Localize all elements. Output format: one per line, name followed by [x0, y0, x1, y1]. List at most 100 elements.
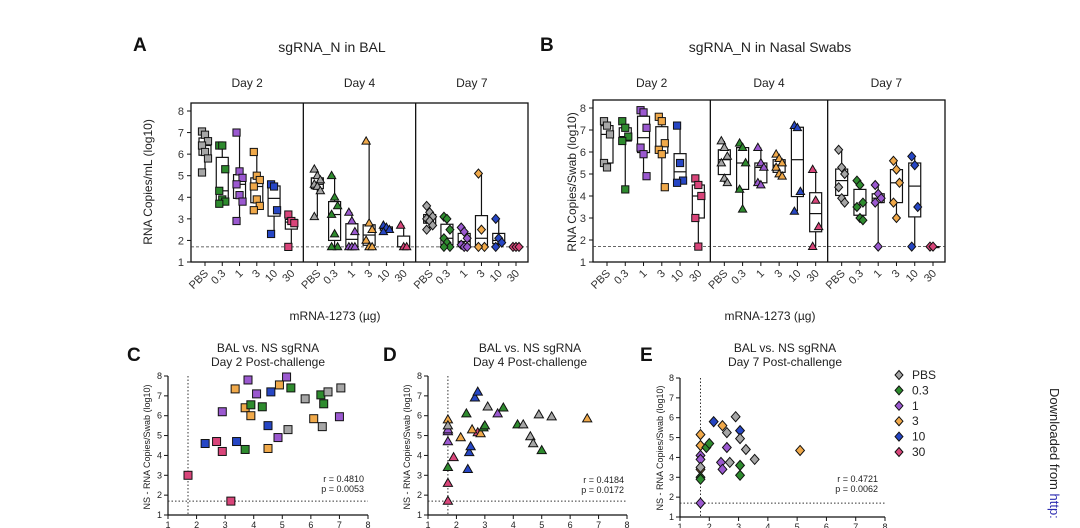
x-tick-label: 6 — [308, 520, 313, 528]
x-tick-label: 0.3 — [612, 268, 631, 287]
data-point — [240, 444, 250, 454]
panel-e-subtitle: Day 7 Post-challenge — [728, 355, 842, 369]
data-point — [329, 191, 340, 201]
data-point — [888, 155, 899, 167]
data-point — [795, 186, 806, 195]
day-label: Day 2 — [636, 76, 668, 90]
data-point — [439, 241, 449, 253]
data-point — [777, 170, 788, 180]
data-point — [442, 435, 454, 446]
data-point — [442, 419, 454, 430]
data-point — [497, 237, 507, 248]
x-tick-label: 30 — [805, 268, 822, 285]
data-point — [717, 463, 728, 476]
y-tick-label: 4 — [417, 450, 422, 460]
data-point — [675, 158, 685, 168]
data-point — [621, 123, 630, 132]
x-tick-label: 5 — [795, 522, 800, 528]
data-point — [734, 459, 746, 472]
panel-b-xlabel: mRNA-1273 (µg) — [725, 309, 816, 323]
y-tick-label: 7 — [417, 391, 422, 401]
box — [691, 184, 705, 219]
data-point — [463, 446, 475, 457]
data-point — [361, 235, 372, 244]
panel-c-title: BAL vs. NS sgRNA — [217, 341, 319, 355]
data-point — [928, 241, 938, 252]
day-label: Day 7 — [456, 76, 488, 90]
data-point — [442, 495, 454, 505]
x-tick-label: 1 — [754, 268, 767, 281]
data-point — [364, 217, 375, 227]
data-point — [482, 400, 494, 411]
panel-d-plot: 1 2 3 4 5 6 7 8 1 2 3 4 5 6 7 8 — [417, 371, 630, 528]
data-point — [834, 144, 844, 156]
data-point — [837, 162, 847, 173]
y-tick-label: 2 — [417, 490, 422, 500]
x-tick-label: 1 — [872, 268, 885, 281]
panel-letter-b: B — [540, 35, 554, 56]
data-point — [334, 412, 344, 422]
y-tick-label: 6 — [580, 147, 586, 159]
y-tick-label: 5 — [178, 171, 184, 183]
data-point — [263, 443, 273, 453]
data-point — [473, 241, 484, 253]
y-tick-label: 1 — [178, 257, 184, 269]
panel-d-p: p = 0.0172 — [581, 485, 624, 495]
data-point — [834, 181, 844, 193]
data-point — [497, 401, 509, 412]
data-point — [332, 200, 343, 210]
y-tick-label: 5 — [157, 431, 162, 441]
data-point — [691, 213, 700, 223]
data-point — [907, 241, 917, 252]
y-tick-label: 5 — [580, 169, 586, 181]
data-point — [266, 229, 276, 239]
data-point — [473, 168, 484, 179]
data-point — [460, 407, 472, 418]
data-point — [704, 437, 715, 450]
data-point — [672, 178, 682, 187]
y-tick-label: 6 — [157, 411, 162, 421]
y-tick-label: 1 — [417, 510, 422, 520]
data-point — [349, 241, 360, 251]
y-tick-label: 6 — [178, 149, 184, 161]
data-point — [855, 179, 865, 191]
data-point — [618, 136, 627, 146]
data-point — [810, 195, 821, 204]
downloaded-link[interactable]: http: — [1047, 494, 1062, 519]
panel-e-plot: 1 2 3 4 5 6 7 8 1 2 3 4 5 6 7 8 — [669, 373, 888, 528]
legend-marker — [894, 431, 904, 442]
data-point — [807, 241, 818, 250]
day-label: Day 4 — [753, 76, 785, 90]
y-tick-label: 8 — [417, 371, 422, 381]
x-tick-label: 6 — [568, 520, 573, 528]
data-point — [197, 168, 207, 177]
x-tick-label: 3 — [736, 522, 741, 528]
data-point — [527, 437, 539, 448]
data-point — [491, 213, 501, 225]
data-point — [232, 128, 241, 137]
panel-c-r: r = 0.4810 — [323, 474, 364, 484]
y-tick-label: 1 — [580, 257, 586, 269]
x-tick-label: 30 — [393, 268, 410, 285]
day-label: Day 2 — [231, 76, 263, 90]
x-tick-label: 10 — [786, 268, 803, 285]
y-tick-label: 6 — [417, 411, 422, 421]
x-tick-label: 5 — [280, 520, 285, 528]
panel-c-subtitle: Day 2 Post-challenge — [211, 355, 325, 369]
y-tick-label: 5 — [669, 433, 674, 443]
panel-d-ylabel: NS - RNA Copies/Swab (log10) — [402, 384, 412, 509]
data-point — [442, 461, 454, 472]
data-point — [840, 168, 850, 180]
data-point — [716, 157, 727, 167]
plot-frame — [190, 102, 529, 263]
data-point — [266, 387, 276, 397]
data-point — [442, 213, 452, 225]
data-point — [695, 428, 706, 441]
data-point — [708, 415, 719, 428]
data-point — [319, 399, 329, 409]
data-point — [445, 241, 455, 253]
x-tick-label: PBS — [589, 268, 613, 292]
x-tick-label: 7 — [596, 520, 601, 528]
data-point — [226, 496, 236, 506]
